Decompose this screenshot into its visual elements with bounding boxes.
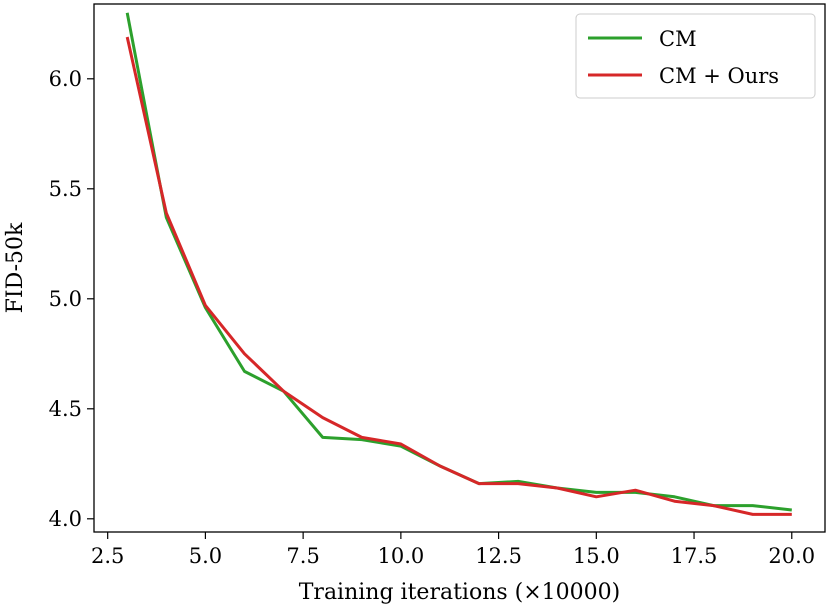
x-tick-label: 20.0 [768,544,815,568]
y-tick-label: 6.0 [49,67,82,91]
x-axis-ticks: 2.5 5.0 7.5 10.0 12.5 15.0 17.5 20.0 [91,532,815,568]
y-tick-label: 5.0 [49,287,82,311]
legend-label-cm: CM [659,27,697,51]
y-axis-label: FID-50k [3,222,28,313]
x-tick-label: 2.5 [91,544,124,568]
x-tick-label: 17.5 [671,544,718,568]
series-layer [125,12,792,516]
plot-frame [93,3,826,533]
x-axis-label: Training iterations (×10000) [299,580,620,605]
y-axis-ticks: 4.0 4.5 5.0 5.5 6.0 [49,67,94,531]
y-tick-label: 4.5 [49,397,82,421]
series-line-cm-ours [125,36,792,516]
x-tick-label: 15.0 [573,544,620,568]
x-tick-label: 5.0 [189,544,222,568]
legend: CM CM + Ours [575,13,816,99]
legend-label-cm-ours: CM + Ours [659,64,779,88]
x-tick-label: 12.5 [475,544,522,568]
y-tick-label: 5.5 [49,177,82,201]
x-tick-label: 7.5 [286,544,319,568]
y-tick-label: 4.0 [49,507,82,531]
x-tick-label: 10.0 [377,544,424,568]
legend-box [575,13,816,99]
